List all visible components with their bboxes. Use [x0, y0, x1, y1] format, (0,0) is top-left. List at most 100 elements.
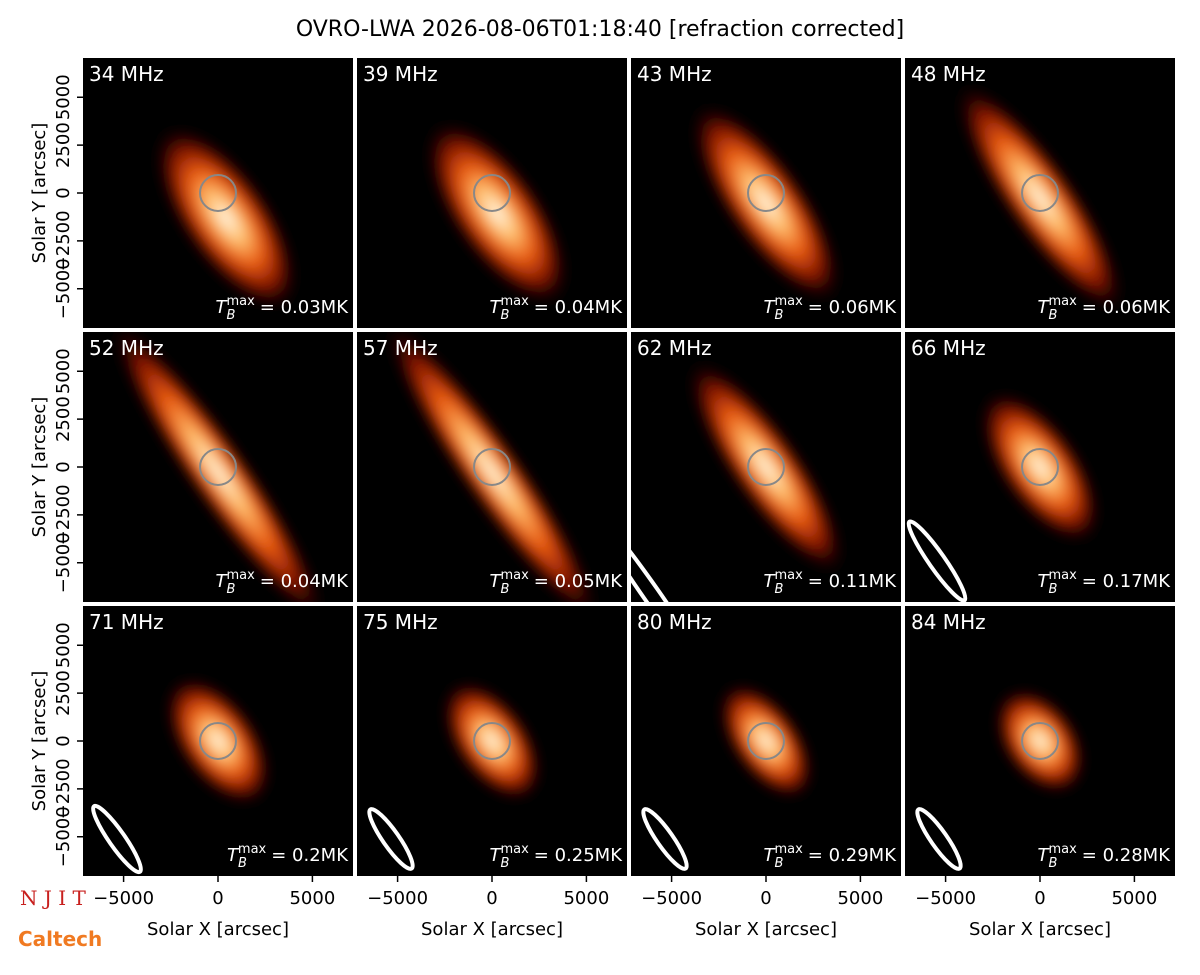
panel [905, 58, 1175, 328]
panel [631, 606, 901, 876]
tb-part: max [774, 568, 803, 583]
solar-disk [747, 448, 785, 486]
tb-part: = 0.05MK [534, 571, 623, 592]
x-tick-label: 0 [1034, 888, 1045, 909]
frequency-label: 57 MHz [363, 336, 438, 360]
x-tick-label: 5000 [837, 888, 883, 909]
emission [689, 102, 843, 304]
frequency-label: 39 MHz [363, 62, 438, 86]
solar-disk [199, 448, 237, 486]
emission [152, 124, 300, 312]
tb-part: max [238, 842, 267, 857]
panel [83, 606, 353, 876]
frequency-label: 75 MHz [363, 610, 438, 634]
beam [641, 807, 689, 871]
tb-part: max [774, 294, 803, 309]
tb-part: B [775, 856, 784, 871]
panel [357, 606, 627, 876]
tb-part: T [764, 845, 777, 866]
panel [357, 332, 627, 602]
emission [423, 119, 571, 307]
tb-part: = 0.06MK [808, 297, 897, 318]
emission [978, 389, 1102, 545]
tb-part: max [226, 294, 255, 309]
panel [905, 606, 1175, 876]
frequency-label: 84 MHz [911, 610, 986, 634]
solar-disk [473, 174, 511, 212]
emission [686, 358, 846, 576]
tb-part: max [500, 568, 529, 583]
solar-disk [747, 722, 785, 760]
tb-max-label: TBmax = 0.06MK [764, 294, 898, 323]
tb-max-label: TBmax = 0.03MK [216, 294, 350, 323]
panel [357, 58, 627, 328]
panel [83, 58, 353, 328]
beam [906, 519, 968, 602]
tb-part: B [238, 856, 247, 871]
beam [91, 803, 143, 875]
tb-part: max [1048, 568, 1077, 583]
x-axis-label: Solar X [arcsec] [421, 919, 563, 940]
solar-disk [747, 174, 785, 212]
tb-part: = 0.17MK [1082, 571, 1171, 592]
tb-part: = 0.04MK [534, 297, 623, 318]
y-tick-label: −2500 [53, 484, 74, 545]
tb-part: = 0.11MK [808, 571, 897, 592]
tb-part: B [501, 308, 510, 323]
x-tick-label: −5000 [641, 888, 702, 909]
x-tick-label: −5000 [915, 888, 976, 909]
emission [109, 332, 327, 602]
frequency-label: 80 MHz [637, 610, 712, 634]
tb-part: T [1038, 571, 1051, 592]
tb-max-label: TBmax = 0.11MK [764, 568, 898, 597]
tb-part: T [227, 845, 240, 866]
panel [905, 332, 1175, 602]
tb-part: max [1048, 842, 1077, 857]
tb-part: B [501, 582, 510, 597]
tb-part: B [227, 582, 236, 597]
frequency-label: 48 MHz [911, 62, 986, 86]
tb-part: B [1049, 308, 1058, 323]
y-tick-label: −5000 [53, 258, 74, 319]
figure-title: OVRO-LWA 2026-08-06T01:18:40 [refraction… [296, 17, 904, 42]
tb-max-label: TBmax = 0.04MK [216, 568, 350, 597]
tb-part: B [775, 308, 784, 323]
frequency-label: 66 MHz [911, 336, 986, 360]
panel [631, 58, 901, 328]
tb-part: max [1048, 294, 1077, 309]
y-tick-label: −2500 [53, 210, 74, 271]
caltech-logo: Caltech [18, 927, 102, 951]
x-axis-label: Solar X [arcsec] [695, 919, 837, 940]
y-axis-label: Solar Y [arcsec] [29, 397, 50, 538]
tb-part: = 0.06MK [1082, 297, 1171, 318]
emission [383, 332, 601, 602]
y-tick-label: 0 [53, 735, 74, 746]
frequency-label: 34 MHz [89, 62, 164, 86]
tb-part: = 0.29MK [808, 845, 897, 866]
tb-part: max [774, 842, 803, 857]
panel [631, 332, 901, 602]
emission [993, 687, 1087, 795]
tb-part: T [490, 297, 503, 318]
y-axis-label: Solar Y [arcsec] [29, 671, 50, 812]
x-axis-label: Solar X [arcsec] [969, 919, 1111, 940]
tb-part: B [1049, 856, 1058, 871]
beam [915, 807, 963, 871]
y-tick-label: 0 [53, 187, 74, 198]
y-tick-label: −2500 [53, 758, 74, 819]
tb-max-label: TBmax = 0.29MK [764, 842, 898, 871]
tb-max-label: TBmax = 0.25MK [490, 842, 624, 871]
tb-part: B [775, 582, 784, 597]
frequency-label: 43 MHz [637, 62, 712, 86]
x-tick-label: −5000 [367, 888, 428, 909]
tb-part: T [490, 571, 503, 592]
emission [441, 679, 543, 803]
y-tick-label: −5000 [53, 806, 74, 867]
emission [954, 81, 1126, 315]
tb-part: max [500, 842, 529, 857]
panel [83, 332, 353, 602]
tb-part: max [500, 294, 529, 309]
x-axis-label: Solar X [arcsec] [147, 919, 289, 940]
y-tick-label: 2500 [53, 122, 74, 168]
